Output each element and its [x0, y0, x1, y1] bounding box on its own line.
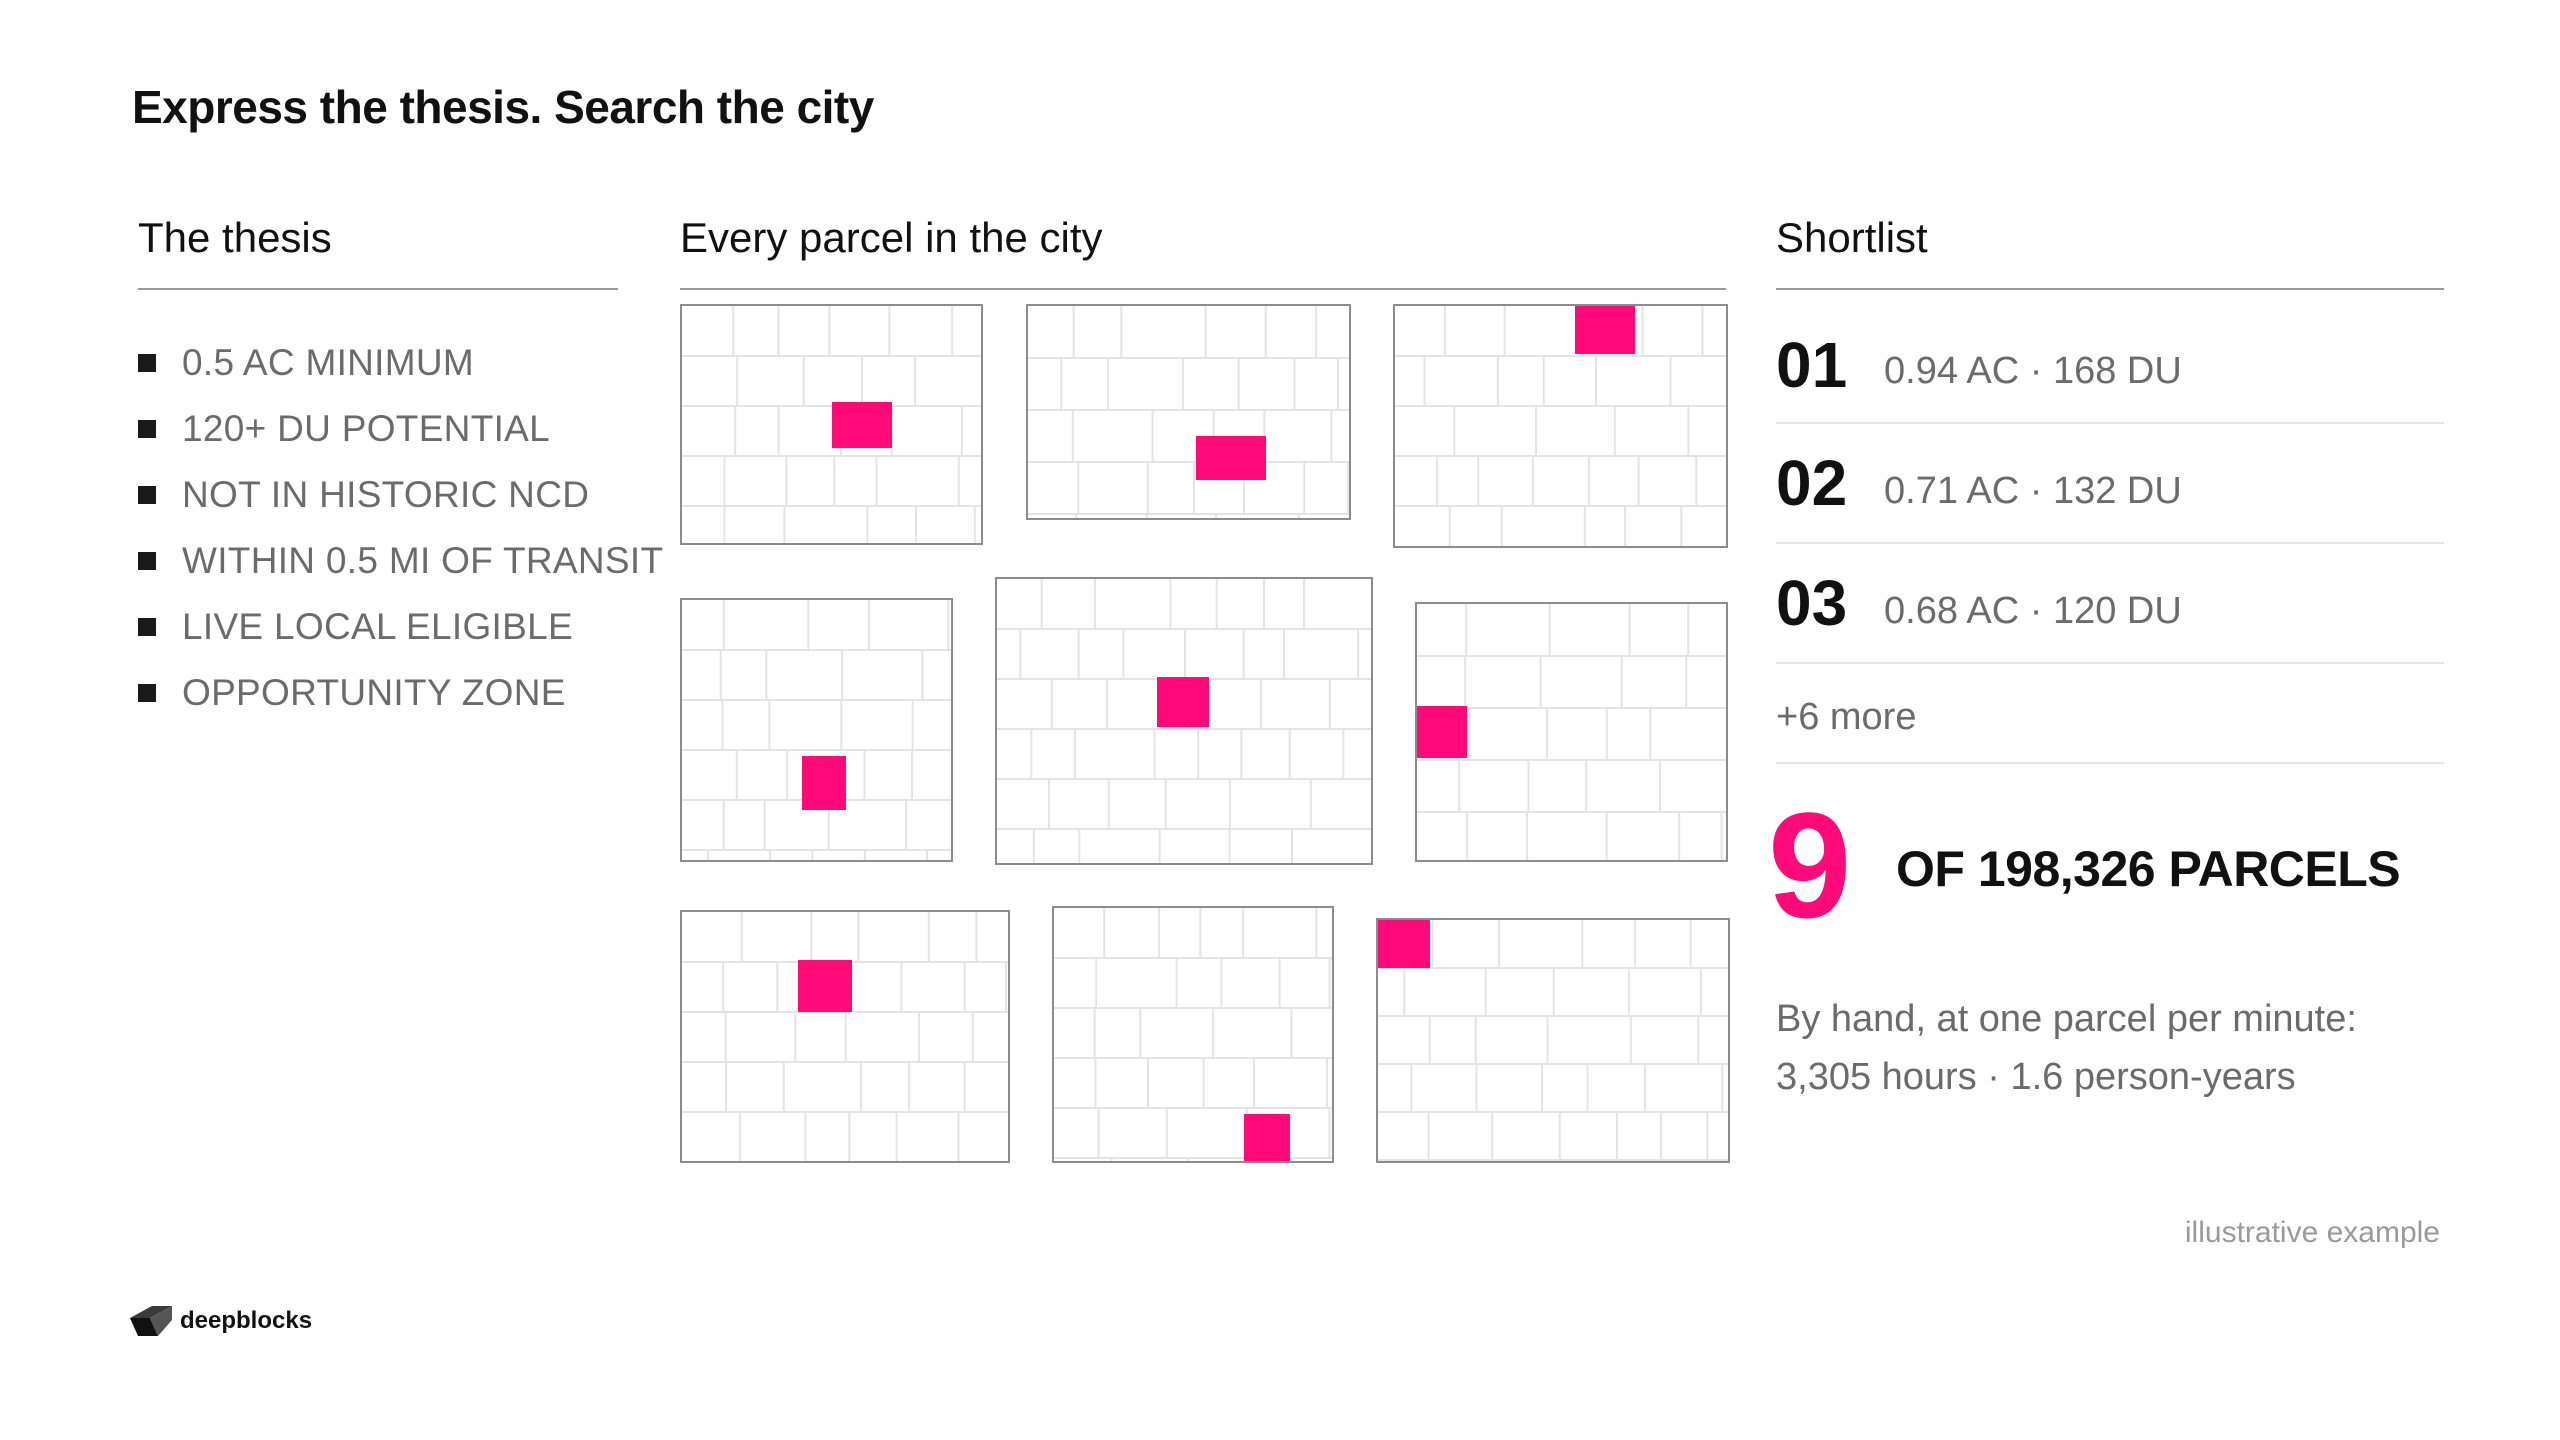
bullet-square-icon: [138, 354, 156, 372]
parcel-map-tile: [680, 598, 953, 862]
parcels-heading: Every parcel in the city: [680, 214, 1103, 261]
shortlist-meta: 0.68 AC · 120 DU: [1884, 590, 2182, 632]
shortlist-rank: 01: [1776, 329, 1848, 401]
matched-parcel: [798, 960, 852, 1012]
deepblocks-logo-icon: [130, 1306, 172, 1336]
bullet-square-icon: [138, 684, 156, 702]
matched-parcel: [1196, 436, 1266, 480]
matched-parcel: [1378, 920, 1430, 968]
bullet-square-icon: [138, 420, 156, 438]
parcel-map-tile: [1393, 304, 1728, 548]
parcel-grid-lines: [1417, 604, 1726, 860]
bullet-square-icon: [138, 486, 156, 504]
more-link[interactable]: +6 more: [1776, 696, 1917, 738]
parcel-map-tile: [1376, 918, 1730, 1163]
shortlist-item[interactable]: 03 0.68 AC · 120 DU: [1776, 544, 2444, 664]
parcel-grid-lines: [1054, 908, 1332, 1161]
parcel-grid-lines: [1028, 306, 1349, 518]
bullet-square-icon: [138, 552, 156, 570]
parcel-map-tile: [995, 577, 1373, 865]
thesis-item: OPPORTUNITY ZONE: [138, 660, 663, 726]
thesis-item: 0.5 AC MINIMUM: [138, 330, 663, 396]
match-count: 9: [1768, 781, 1852, 949]
matched-parcel: [1244, 1114, 1290, 1161]
thesis-divider: [138, 288, 618, 290]
manual-effort-line-1: By hand, at one parcel per minute:: [1776, 998, 2357, 1040]
shortlist-divider: [1776, 288, 2444, 290]
parcel-map-tile: [680, 910, 1010, 1163]
parcel-map-tile: [1415, 602, 1728, 862]
shortlist-rank: 02: [1776, 447, 1848, 519]
matched-parcel: [1575, 306, 1635, 354]
shortlist-item[interactable]: 01 0.94 AC · 168 DU: [1776, 304, 2444, 424]
shortlist-heading: Shortlist: [1776, 214, 1928, 261]
parcel-grid-lines: [1378, 920, 1728, 1161]
parcel-grid-lines: [1395, 306, 1726, 546]
thesis-item: NOT IN HISTORIC NCD: [138, 462, 663, 528]
matched-parcel: [832, 402, 892, 448]
parcels-divider: [680, 288, 1726, 290]
brand-logo: deepblocks: [130, 1304, 312, 1338]
thesis-item: LIVE LOCAL ELIGIBLE: [138, 594, 663, 660]
parcel-grid-lines: [682, 912, 1008, 1161]
match-count-label: OF 198,326 PARCELS: [1896, 841, 2401, 897]
manual-effort-line-2: 3,305 hours · 1.6 person-years: [1776, 1056, 2296, 1098]
parcel-grid-lines: [682, 600, 951, 860]
thesis-list: 0.5 AC MINIMUM 120+ DU POTENTIAL NOT IN …: [138, 330, 663, 726]
matched-parcel: [802, 756, 846, 810]
shortlist-meta: 0.94 AC · 168 DU: [1884, 350, 2182, 392]
parcel-map-tile: [680, 304, 983, 545]
thesis-item: 120+ DU POTENTIAL: [138, 396, 663, 462]
bullet-square-icon: [138, 618, 156, 636]
matched-parcel: [1157, 677, 1209, 727]
matched-parcel: [1417, 706, 1467, 758]
shortlist-meta: 0.71 AC · 132 DU: [1884, 470, 2182, 512]
shortlist-rank: 03: [1776, 567, 1848, 639]
brand-name: deepblocks: [180, 1307, 313, 1334]
shortlist-item[interactable]: 02 0.71 AC · 132 DU: [1776, 424, 2444, 544]
parcel-map-tile: [1052, 906, 1334, 1163]
thesis-item: WITHIN 0.5 MI OF TRANSIT: [138, 528, 663, 594]
thesis-heading: The thesis: [138, 214, 332, 261]
page-title: Express the thesis. Search the city: [132, 81, 874, 133]
parcel-map-tile: [1026, 304, 1351, 520]
shortlist-more-row[interactable]: +6 more: [1776, 664, 2444, 764]
footnote: illustrative example: [2184, 1216, 2440, 1249]
